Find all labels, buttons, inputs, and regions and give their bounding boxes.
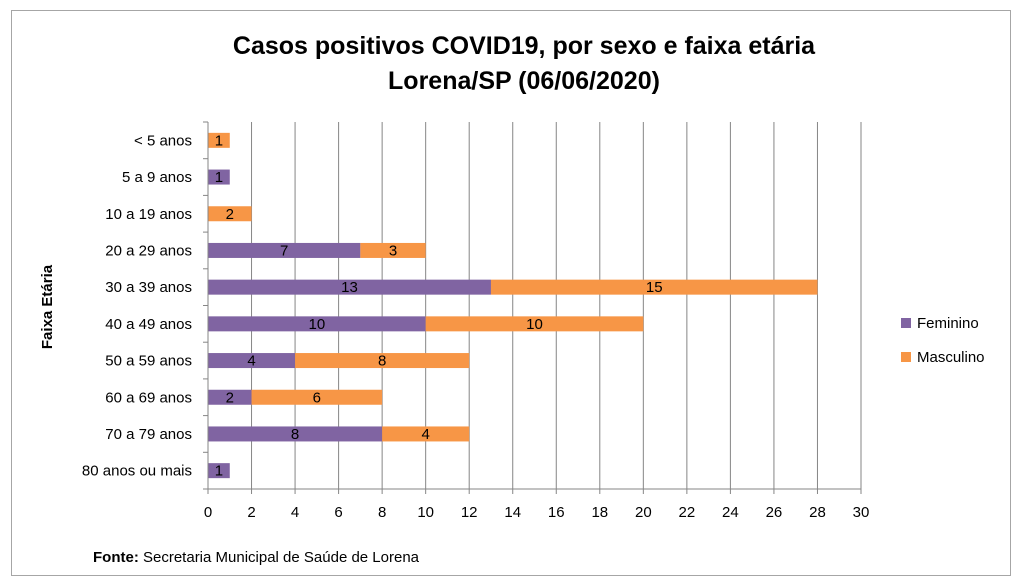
bar-feminino	[208, 169, 230, 185]
legend-swatch-feminino	[901, 318, 911, 328]
data-labels: 1 1 2 7 3 13 15 10 10 4 8 2 6 8 4 1	[215, 132, 663, 479]
source-note: Fonte: Secretaria Municipal de Saúde de …	[93, 549, 419, 566]
legend: Feminino Masculino	[901, 315, 985, 366]
bars	[208, 132, 818, 479]
y-tick-label: 60 a 69 anos	[105, 389, 192, 406]
y-tick-label: 50 a 59 anos	[105, 353, 192, 370]
data-label: 1	[215, 169, 223, 186]
x-tick-label: 2	[247, 504, 255, 521]
x-tick-label: 16	[548, 504, 565, 521]
x-tick-label: 24	[722, 504, 739, 521]
legend-label-feminino: Feminino	[917, 315, 979, 332]
x-tick-label: 14	[504, 504, 521, 521]
data-label: 2	[226, 389, 234, 406]
y-tick-label: 40 a 49 anos	[105, 316, 192, 333]
data-label: 3	[389, 242, 397, 259]
y-tick-label: < 5 anos	[134, 132, 192, 149]
data-label: 10	[526, 316, 543, 333]
data-label: 8	[378, 353, 386, 370]
data-label: 6	[313, 389, 321, 406]
x-tick-labels: 0 2 4 6 8 10 12 14 16 18 20 22 24 26 28 30	[204, 504, 870, 521]
x-tick-label: 28	[809, 504, 826, 521]
x-tick-label: 26	[766, 504, 783, 521]
chart-subtitle: Lorena/SP (06/06/2020)	[388, 67, 660, 95]
x-tick-label: 18	[591, 504, 608, 521]
bar-masculino	[360, 242, 426, 258]
data-label: 15	[646, 279, 663, 296]
data-label: 8	[291, 426, 299, 443]
data-label: 10	[308, 316, 325, 333]
bar-masculino	[251, 389, 383, 405]
x-tick-label: 0	[204, 504, 212, 521]
data-label: 1	[215, 463, 223, 480]
y-tick-label: 20 a 29 anos	[105, 242, 192, 259]
bar-masculino	[295, 353, 470, 369]
data-label: 7	[280, 242, 288, 259]
axes	[207, 122, 861, 490]
bar-feminino	[208, 353, 296, 369]
bar-feminino	[208, 316, 426, 332]
y-tick-label: 10 a 19 anos	[105, 206, 192, 223]
bar-feminino	[208, 242, 361, 258]
x-tick-label: 30	[853, 504, 870, 521]
y-tick-label: 80 anos ou mais	[82, 463, 192, 480]
data-label: 1	[215, 132, 223, 149]
source-label: Fonte:	[93, 549, 139, 566]
bar-feminino	[208, 463, 230, 479]
source-text: Secretaria Municipal de Saúde de Lorena	[138, 549, 420, 566]
bar-masculino	[490, 279, 818, 295]
bar-masculino	[382, 426, 470, 442]
bar-feminino	[208, 389, 252, 405]
bar-feminino	[208, 426, 383, 442]
y-tick-label: 5 a 9 anos	[122, 169, 192, 186]
x-tick-label: 8	[378, 504, 386, 521]
y-tick-label: 70 a 79 anos	[105, 426, 192, 443]
x-tick-label: 12	[461, 504, 478, 521]
data-label: 2	[226, 206, 234, 223]
bar-masculino	[208, 132, 230, 148]
legend-swatch-masculino	[901, 352, 911, 362]
x-tick-label: 20	[635, 504, 652, 521]
x-tick-label: 4	[291, 504, 299, 521]
data-label: 13	[341, 279, 358, 296]
x-tick-label: 10	[417, 504, 434, 521]
bar-feminino	[208, 279, 491, 295]
y-axis-label: Faixa Etária	[39, 264, 56, 349]
chart-title: Casos positivos COVID19, por sexo e faix…	[233, 32, 816, 60]
data-label: 4	[247, 353, 255, 370]
bar-masculino	[425, 316, 644, 332]
legend-label-masculino: Masculino	[917, 349, 985, 366]
bar-masculino	[208, 206, 252, 222]
y-tick-labels: < 5 anos 5 a 9 anos 10 a 19 anos 20 a 29 an…	[82, 132, 192, 479]
data-label: 4	[421, 426, 429, 443]
y-tick-label: 30 a 39 anos	[105, 279, 192, 296]
x-tick-label: 22	[679, 504, 696, 521]
x-tick-label: 6	[334, 504, 342, 521]
